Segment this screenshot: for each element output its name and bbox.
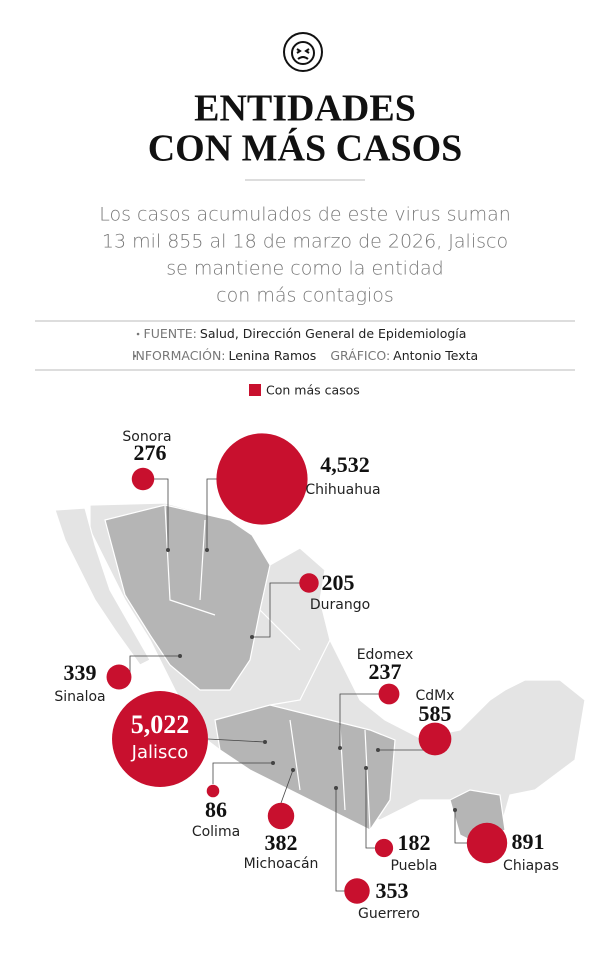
credit-label: INFORMACIÓN: — [132, 348, 226, 363]
bubble — [466, 822, 508, 864]
value-label: 4,532 — [320, 452, 370, 477]
leader-line — [280, 769, 294, 804]
value-label: 353 — [376, 878, 409, 903]
value-label: 382 — [265, 830, 298, 855]
bubble — [216, 433, 308, 525]
legend-label: Con más casos — [266, 383, 360, 398]
bubble — [344, 878, 370, 904]
bubble — [267, 802, 295, 830]
bubble — [374, 838, 394, 858]
leader-dot — [364, 766, 368, 770]
value-label: 237 — [369, 659, 402, 684]
leader-dot — [453, 808, 457, 812]
leader-dot — [334, 786, 338, 790]
subtitle: 13 mil 855 al 18 de marzo de 2026, Jalis… — [102, 231, 508, 253]
state-name: Guerrero — [358, 906, 420, 922]
value-label: 5,022 — [131, 710, 190, 739]
leader-dot — [250, 635, 254, 639]
map — [54, 502, 586, 846]
state-name: Puebla — [390, 858, 437, 874]
bubble — [112, 691, 208, 787]
subtitle: Los casos acumulados de este virus suman — [99, 204, 511, 226]
leader-line — [212, 762, 273, 784]
bubble — [131, 467, 155, 491]
state-name: Sinaloa — [54, 689, 105, 705]
leader-line — [454, 810, 469, 844]
subtitle: se mantiene como la entidad — [166, 258, 443, 280]
leader-dot — [205, 548, 209, 552]
legend-swatch — [249, 384, 261, 396]
value-label: 585 — [419, 701, 452, 726]
leader-line — [335, 788, 345, 892]
bubble — [106, 664, 132, 690]
leader-dot — [166, 548, 170, 552]
leader-dot — [263, 740, 267, 744]
state-name: CdMx — [415, 688, 454, 704]
state-name: Sonora — [122, 429, 171, 445]
value-label: 182 — [398, 830, 431, 855]
state-name: Edomex — [357, 647, 414, 663]
credit-text: Salud, Dirección General de Epidemiologí… — [200, 326, 467, 341]
leader-line — [207, 738, 266, 743]
value-label: 86 — [205, 797, 227, 822]
state-name: Colima — [192, 824, 240, 840]
subtitle: con más contagios — [216, 285, 394, 307]
state-name: Michoacán — [244, 856, 319, 872]
bullet — [133, 354, 137, 358]
credit-line: INFORMACIÓN: Lenina Ramos GRÁFICO: Antonio … — [132, 348, 478, 363]
leader-line — [339, 693, 380, 748]
state-name: Jalisco — [131, 742, 189, 763]
value-label: 339 — [64, 660, 97, 685]
leader-dot — [178, 654, 182, 658]
value-label: 276 — [134, 440, 167, 465]
bullet — [136, 332, 140, 336]
title: ENTIDADES — [194, 88, 416, 130]
leader-dot — [291, 768, 295, 772]
credit-line: FUENTE: Salud, Dirección General de Epide… — [144, 326, 467, 341]
leader-line — [129, 655, 180, 677]
state-name: Chihuahua — [305, 482, 380, 498]
bubble — [378, 683, 400, 705]
value-label: 205 — [322, 570, 355, 595]
leader-dot — [376, 748, 380, 752]
credit-label: GRÁFICO: — [330, 348, 390, 363]
icon — [283, 32, 323, 72]
value-label: 891 — [512, 829, 545, 854]
credit-text: Antonio Texta — [393, 348, 478, 363]
leader-line — [252, 582, 300, 638]
credit-label: FUENTE: — [144, 326, 197, 341]
leader-dot — [271, 761, 275, 765]
credit-text: Lenina Ramos — [229, 348, 317, 363]
leader-dot — [338, 746, 342, 750]
title: CON MÁS CASOS — [148, 128, 463, 170]
credits: FUENTE: Salud, Dirección General de Epide… — [132, 326, 478, 363]
leader-line — [365, 768, 378, 849]
state-name: Chiapas — [503, 858, 559, 874]
leader-line — [152, 478, 169, 550]
bubble — [206, 784, 220, 798]
state-name: Durango — [310, 597, 370, 613]
bubble — [418, 722, 452, 756]
bubble — [299, 573, 319, 593]
